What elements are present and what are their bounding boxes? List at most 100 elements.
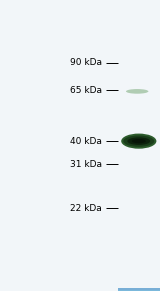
Bar — [118, 289, 160, 290]
Bar — [118, 289, 160, 291]
Bar — [118, 289, 160, 290]
Bar — [118, 289, 160, 290]
Bar — [118, 289, 160, 290]
Bar — [118, 289, 160, 291]
Bar — [118, 289, 160, 291]
Bar — [118, 289, 160, 290]
Bar — [118, 289, 160, 291]
Bar — [118, 289, 160, 290]
Bar — [118, 289, 160, 291]
Bar — [118, 289, 160, 290]
Bar — [118, 289, 160, 290]
Bar — [118, 289, 160, 291]
Bar — [118, 289, 160, 291]
Bar — [118, 289, 160, 290]
Bar — [118, 289, 160, 291]
Bar — [118, 289, 160, 291]
Bar — [118, 289, 160, 290]
Bar — [118, 289, 160, 291]
Bar — [118, 289, 160, 291]
Bar — [118, 289, 160, 291]
Bar — [118, 289, 160, 290]
Bar — [118, 289, 160, 290]
Bar — [118, 289, 160, 290]
Bar — [118, 289, 160, 290]
Bar — [118, 289, 160, 290]
Bar — [118, 289, 160, 291]
Bar — [118, 289, 160, 290]
Bar — [118, 289, 160, 290]
Bar — [118, 288, 160, 290]
Bar — [118, 289, 160, 290]
Bar — [118, 289, 160, 290]
Bar — [118, 289, 160, 290]
Text: 22 kDa: 22 kDa — [70, 204, 102, 212]
Bar — [118, 289, 160, 290]
Bar — [118, 289, 160, 291]
Bar — [118, 288, 160, 290]
Bar — [118, 289, 160, 291]
Ellipse shape — [123, 136, 154, 147]
Bar — [118, 289, 160, 290]
Bar — [118, 289, 160, 291]
Bar — [118, 289, 160, 290]
Bar — [118, 289, 160, 291]
Bar — [118, 289, 160, 291]
Bar — [118, 289, 160, 291]
Bar — [118, 288, 160, 290]
Bar — [118, 289, 160, 291]
Bar — [118, 289, 160, 290]
Bar — [118, 289, 160, 291]
Bar — [118, 289, 160, 291]
Bar — [118, 290, 160, 291]
Bar — [118, 289, 160, 291]
Bar — [118, 289, 160, 290]
Bar — [118, 289, 160, 290]
Bar — [118, 290, 160, 291]
Bar — [118, 289, 160, 291]
Bar — [118, 289, 160, 291]
Bar — [118, 289, 160, 291]
Bar — [118, 289, 160, 290]
Bar — [118, 289, 160, 290]
Bar — [118, 288, 160, 290]
Bar — [118, 289, 160, 290]
Bar — [118, 289, 160, 290]
Bar — [118, 289, 160, 290]
Bar — [118, 288, 160, 290]
Ellipse shape — [126, 89, 148, 94]
Bar — [118, 289, 160, 291]
Bar — [118, 289, 160, 291]
Bar — [118, 289, 160, 290]
Bar — [118, 288, 160, 290]
Bar — [118, 289, 160, 290]
Bar — [118, 289, 160, 290]
Bar — [118, 288, 160, 290]
Bar — [118, 289, 160, 291]
Bar — [118, 289, 160, 290]
Bar — [118, 289, 160, 291]
Bar — [118, 289, 160, 290]
Bar — [118, 289, 160, 290]
Bar — [118, 289, 160, 290]
Bar — [118, 289, 160, 291]
Bar — [118, 289, 160, 291]
Bar — [118, 289, 160, 290]
Bar — [118, 289, 160, 290]
Bar — [118, 289, 160, 291]
Bar — [118, 289, 160, 290]
Bar — [118, 289, 160, 291]
Bar — [118, 289, 160, 290]
Bar — [118, 289, 160, 290]
Bar — [118, 289, 160, 291]
Bar — [118, 289, 160, 290]
Bar — [118, 289, 160, 290]
Bar — [118, 289, 160, 291]
Bar — [118, 289, 160, 291]
Bar — [118, 289, 160, 291]
Bar — [118, 289, 160, 291]
Bar — [118, 289, 160, 290]
Bar — [118, 289, 160, 291]
Bar — [118, 289, 160, 291]
Bar — [118, 289, 160, 290]
